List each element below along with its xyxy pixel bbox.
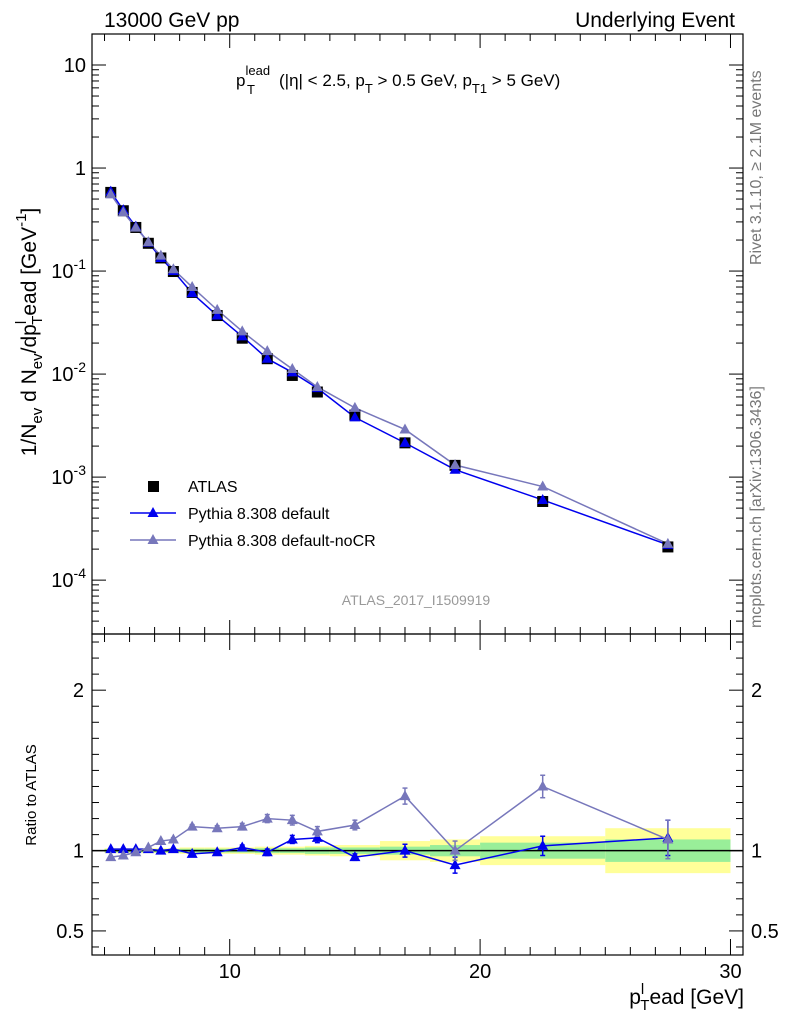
main-point-nocr [211, 303, 223, 314]
ratio-ytick-label: 0.5 [56, 921, 84, 943]
main-ytick-label: 1 [75, 158, 86, 180]
ratio-point-default [261, 846, 273, 857]
ratio-xtick-label: 20 [469, 961, 491, 983]
ratio-point-nocr [449, 844, 461, 855]
main-point-default [399, 436, 411, 447]
legend-marker-nocr [147, 534, 159, 544]
ratio-panel [91, 633, 744, 956]
ratio-point-default [211, 846, 223, 857]
ratio-xtick-label: 10 [219, 961, 241, 983]
ratio-point-nocr [349, 818, 361, 829]
ratio-point-nocr [311, 825, 323, 836]
main-point-default [236, 330, 248, 341]
ratio-axis-ticks: 0.5 0.5 1 1 2 2 10 20 30 [56, 634, 779, 983]
main-ytick-label: 10-4 [51, 565, 86, 592]
legend-label-default: Pythia 8.308 default [188, 506, 330, 523]
ratio-frame [91, 633, 744, 956]
main-point-nocr [105, 188, 117, 199]
ratio-point-nocr [105, 851, 117, 862]
main-point-nocr [130, 221, 142, 232]
ratio-point-default [349, 851, 361, 862]
legend-marker-atlas [148, 481, 159, 492]
main-ylabel: 1/Nev d Nev/dplTead [GeV-1] [13, 208, 46, 457]
main-point-nocr [236, 325, 248, 336]
rivet-label: Rivet 3.1.10, ≥ 2.1M events [748, 70, 765, 265]
mcplots-label: mcplots.cern.ch [arXiv:1306.3436] [748, 386, 765, 628]
ratio-ytick-label-right: 0.5 [751, 921, 779, 943]
main-ytick-label: 10-2 [51, 359, 86, 386]
ratio-point-nocr [662, 833, 674, 844]
header-right: Underlying Event [575, 9, 735, 32]
main-point-nocr [186, 281, 198, 292]
ratio-point-default [537, 839, 549, 850]
legend-label-atlas: ATLAS [188, 479, 238, 496]
main-point-nocr [167, 263, 179, 274]
legend-label-nocr: Pythia 8.308 default-noCR [188, 533, 376, 550]
main-point-nocr [142, 236, 154, 247]
ratio-point-nocr [236, 820, 248, 831]
header-left: 13000 GeV pp [104, 9, 239, 32]
ratio-point-default [117, 843, 129, 854]
ratio-point-nocr [286, 814, 298, 825]
ratio-point-nocr [130, 846, 142, 857]
ratio-point-nocr [211, 822, 223, 833]
main-point-nocr [449, 459, 461, 470]
legend: ATLAS Pythia 8.308 default Pythia 8.308 … [130, 479, 376, 550]
main-ytick-label: 10-3 [51, 462, 86, 489]
ratio-point-nocr [399, 790, 411, 801]
ratio-point-default [155, 844, 167, 855]
main-point-nocr [399, 423, 411, 434]
ratio-point-default [236, 841, 248, 852]
main-point-nocr [117, 206, 129, 217]
main-point-nocr [155, 249, 167, 260]
ratio-point-default [105, 843, 117, 854]
main-axis-ticks: 10-4 10-3 10-2 10-1 1 10 [51, 33, 743, 635]
ratio-point-default [286, 833, 298, 844]
ratio-xtick-label: 30 [719, 961, 741, 983]
ratio-point-nocr [537, 780, 549, 791]
main-point-nocr [311, 380, 323, 391]
ratio-ylabel: Ratio to ATLAS [23, 744, 40, 845]
main-point-default [349, 411, 361, 422]
ratio-ytick-label-right: 2 [751, 680, 762, 702]
ratio-point-default [399, 844, 411, 855]
main-point-nocr [261, 345, 273, 356]
main-point-nocr [349, 401, 361, 412]
main-point-default [186, 287, 198, 298]
main-point-default [261, 352, 273, 363]
main-ytick-label: 10 [64, 55, 86, 77]
legend-marker-default [147, 507, 159, 517]
ratio-ytick-label-right: 1 [751, 841, 762, 863]
ratio-point-nocr [155, 835, 167, 846]
main-ytick-label: 10-1 [51, 256, 86, 283]
ratio-ytick-label: 1 [73, 841, 84, 863]
main-title: plead T (|η| < 2.5, pT > 0.5 GeV, pT1 > 5 … [236, 63, 560, 97]
x-axis-label: pl Tead [GeV] [629, 981, 744, 1014]
ratio-point-default [167, 843, 179, 854]
ratio-point-default [186, 847, 198, 858]
analysis-watermark: ATLAS_2017_I1509919 [342, 592, 491, 608]
ratio-point-default [449, 859, 461, 870]
main-point-nocr [537, 480, 549, 491]
ratio-ytick-label: 2 [73, 680, 84, 702]
main-point-nocr [286, 363, 298, 374]
ratio-point-nocr [186, 820, 198, 831]
main-point-default [537, 493, 549, 504]
ratio-point-nocr [117, 849, 129, 860]
ratio-point-nocr [261, 812, 273, 823]
main-point-nocr [662, 537, 674, 548]
svg-text:1/Nev d Nev/dplTead [GeV-1]: 1/Nev d Nev/dplTead [GeV-1] [13, 208, 46, 457]
ratio-point-nocr [142, 841, 154, 852]
ratio-point-nocr [167, 833, 179, 844]
main-point-default [211, 309, 223, 320]
